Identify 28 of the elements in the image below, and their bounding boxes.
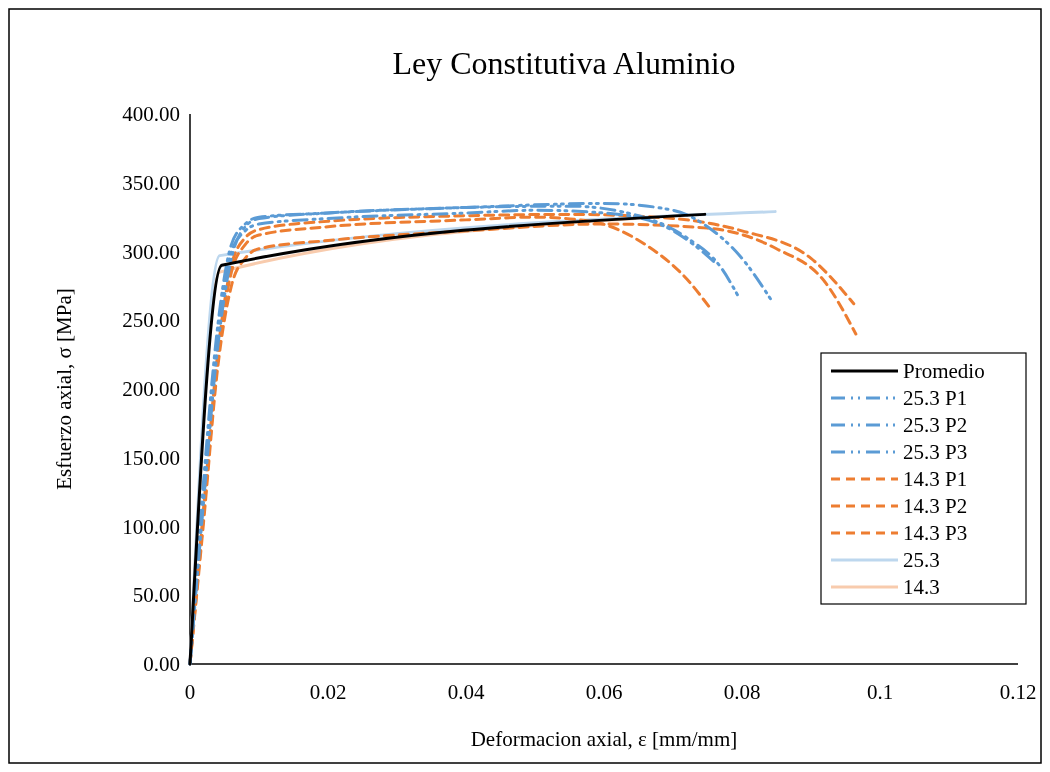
y-tick-label: 150.00 bbox=[122, 445, 180, 470]
x-tick-label: 0.1 bbox=[866, 680, 894, 704]
y-tick-label: 0.00 bbox=[143, 652, 180, 676]
x-tick-label: 0.02 bbox=[309, 680, 347, 704]
legend-label: 25.3 P3 bbox=[903, 440, 968, 464]
legend-label: 14.3 P3 bbox=[903, 521, 968, 545]
legend-label: 14.3 P2 bbox=[903, 494, 968, 518]
legend-label: 25.3 P1 bbox=[903, 386, 968, 410]
legend-label: 25.3 bbox=[903, 548, 940, 572]
y-tick-label: 100.00 bbox=[122, 514, 180, 539]
x-tick-label: 0 bbox=[184, 680, 196, 704]
y-tick-label: 350.00 bbox=[122, 170, 180, 195]
x-axis-title: Deformacion axial, ε [mm/mm] bbox=[470, 727, 738, 751]
legend-label: 14.3 bbox=[903, 575, 940, 599]
y-tick-label: 400.00 bbox=[122, 102, 180, 126]
y-tick-label: 200.00 bbox=[122, 377, 180, 401]
x-tick-label: 0.08 bbox=[723, 680, 761, 704]
x-tick-label: 0.04 bbox=[447, 680, 485, 704]
legend-label: 25.3 P2 bbox=[903, 413, 968, 437]
y-tick-label: 50.00 bbox=[132, 583, 180, 608]
x-tick-label: 0.06 bbox=[585, 680, 623, 704]
chart-title: Ley Constitutiva Aluminio bbox=[392, 45, 736, 81]
x-tick-label: 0.12 bbox=[999, 680, 1037, 704]
y-axis-title: Esfuerzo axial, σ [MPa] bbox=[52, 288, 76, 490]
legend-label: 14.3 P1 bbox=[903, 467, 968, 491]
y-tick-label: 250.00 bbox=[122, 308, 180, 333]
legend-label: Promedio bbox=[903, 359, 985, 383]
y-tick-label: 300.00 bbox=[122, 239, 180, 264]
